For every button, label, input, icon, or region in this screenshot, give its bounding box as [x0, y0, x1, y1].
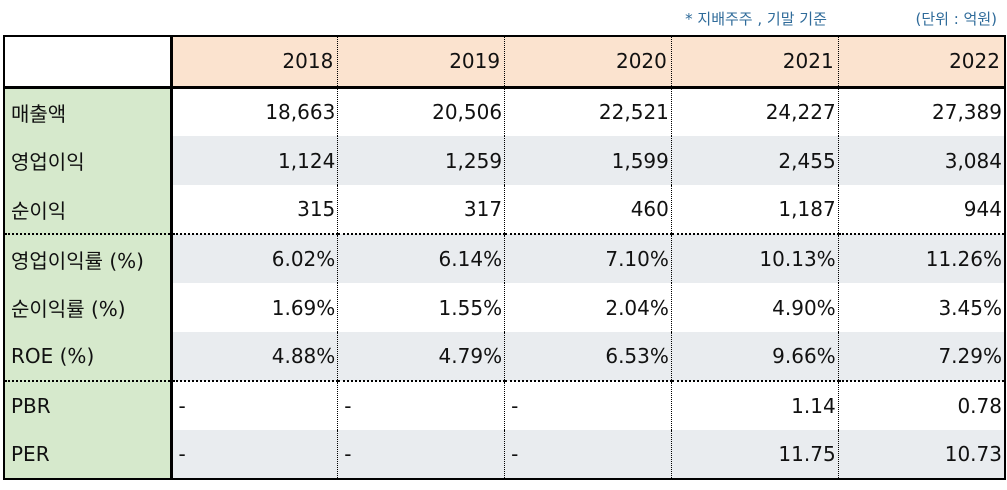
value-cell: 1.14 — [670, 381, 839, 430]
value-cell: - — [504, 430, 672, 480]
year-header: 2022 — [837, 35, 1006, 89]
row-label: 순이익률 (%) — [3, 283, 173, 332]
value-cell: 1,599 — [504, 136, 672, 185]
row-label: PBR — [3, 381, 173, 430]
value-cell: 4.88% — [170, 332, 338, 382]
value-cell: 1,187 — [670, 185, 839, 235]
value-cell: - — [170, 381, 338, 430]
header-row: 2018 2019 2020 2021 2022 — [3, 35, 1006, 89]
value-cell: 3.45% — [837, 283, 1006, 332]
year-header: 2020 — [504, 35, 672, 89]
row-label: ROE (%) — [3, 332, 173, 382]
value-cell: - — [337, 381, 505, 430]
value-cell: 2.04% — [504, 283, 672, 332]
table-row: PBR - - - 1.14 0.78 — [3, 381, 1006, 430]
value-cell: 460 — [504, 185, 672, 235]
value-cell: 7.29% — [837, 332, 1006, 382]
value-cell: 11.26% — [837, 234, 1006, 283]
value-cell: 22,521 — [504, 87, 672, 136]
value-cell: 20,506 — [337, 87, 505, 136]
unit-note: (단위 : 억원) — [915, 10, 998, 28]
row-label: 영업이익 — [3, 136, 173, 185]
value-cell: 2,455 — [670, 136, 839, 185]
row-label: PER — [3, 430, 173, 480]
corner-cell — [3, 35, 173, 89]
table-notes: * 지배주주 , 기말 기준 (단위 : 억원) — [0, 8, 1007, 30]
value-cell: 1.69% — [170, 283, 338, 332]
basis-note: * 지배주주 , 기말 기준 — [685, 10, 827, 28]
value-cell: 4.90% — [670, 283, 839, 332]
row-label: 매출액 — [3, 87, 173, 136]
table-row: 순이익 315 317 460 1,187 944 — [3, 185, 1006, 235]
year-header: 2018 — [170, 35, 338, 89]
value-cell: 315 — [170, 185, 338, 235]
value-cell: 6.02% — [170, 234, 338, 283]
value-cell: 317 — [337, 185, 505, 235]
value-cell: 24,227 — [670, 87, 839, 136]
value-cell: 11.75 — [670, 430, 839, 480]
value-cell: 9.66% — [670, 332, 839, 382]
table-row: 순이익률 (%) 1.69% 1.55% 2.04% 4.90% 3.45% — [3, 283, 1006, 332]
value-cell: 6.53% — [504, 332, 672, 382]
table-row: 매출액 18,663 20,506 22,521 24,227 27,389 — [3, 87, 1006, 136]
table-row: 영업이익률 (%) 6.02% 6.14% 7.10% 10.13% 11.26… — [3, 234, 1006, 283]
value-cell: 10.13% — [670, 234, 839, 283]
value-cell: 18,663 — [170, 87, 338, 136]
value-cell: - — [504, 381, 672, 430]
financial-table: 2018 2019 2020 2021 2022 매출액 18,663 20,5… — [3, 35, 1006, 480]
value-cell: 1,124 — [170, 136, 338, 185]
year-header: 2021 — [670, 35, 839, 89]
value-cell: 0.78 — [837, 381, 1006, 430]
value-cell: 7.10% — [504, 234, 672, 283]
row-label: 영업이익률 (%) — [3, 234, 173, 283]
table-row: ROE (%) 4.88% 4.79% 6.53% 9.66% 7.29% — [3, 332, 1006, 382]
value-cell: - — [337, 430, 505, 480]
value-cell: 6.14% — [337, 234, 505, 283]
row-label: 순이익 — [3, 185, 173, 235]
value-cell: 27,389 — [837, 87, 1006, 136]
value-cell: 1,259 — [337, 136, 505, 185]
table-row: PER - - - 11.75 10.73 — [3, 430, 1006, 480]
value-cell: 10.73 — [837, 430, 1006, 480]
table-row: 영업이익 1,124 1,259 1,599 2,455 3,084 — [3, 136, 1006, 185]
value-cell: 4.79% — [337, 332, 505, 382]
value-cell: 944 — [837, 185, 1006, 235]
value-cell: 3,084 — [837, 136, 1006, 185]
value-cell: 1.55% — [337, 283, 505, 332]
value-cell: - — [170, 430, 338, 480]
year-header: 2019 — [337, 35, 505, 89]
